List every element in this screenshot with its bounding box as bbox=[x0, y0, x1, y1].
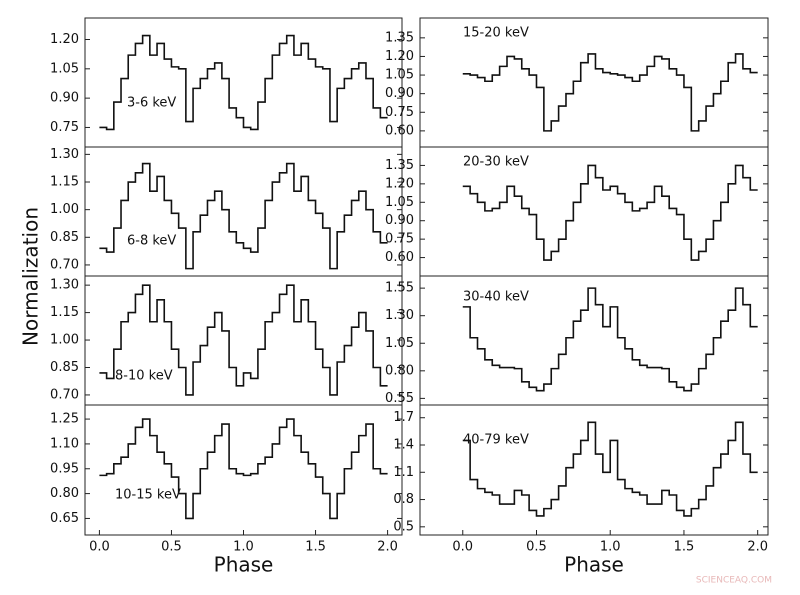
x-tick-label: 1.0 bbox=[600, 540, 621, 555]
y-tick-label: 1.15 bbox=[50, 175, 79, 190]
y-tick-label: 0.80 bbox=[50, 486, 79, 501]
y-tick-label: 1.20 bbox=[385, 49, 414, 64]
x-tick-label: 1.0 bbox=[233, 540, 254, 555]
y-tick-label: 0.65 bbox=[50, 511, 79, 526]
y-tick-label: 1.30 bbox=[385, 308, 414, 323]
y-tick-label: 1.05 bbox=[385, 195, 414, 210]
y-tick-label: 1.10 bbox=[50, 436, 79, 451]
y-tick-label: 1.35 bbox=[385, 158, 414, 173]
step-line bbox=[99, 162, 388, 270]
panel-label: 6-8 keV bbox=[127, 234, 176, 249]
y-tick-label: 0.75 bbox=[385, 105, 414, 120]
step-line bbox=[99, 284, 388, 396]
x-tick-label: 1.5 bbox=[305, 540, 326, 555]
y-tick-label: 0.80 bbox=[385, 363, 414, 378]
x-tick-label: 1.5 bbox=[674, 540, 695, 555]
y-tick-label: 1.15 bbox=[50, 305, 79, 320]
y-tick-label: 0.60 bbox=[385, 250, 414, 265]
y-tick-label: 0.75 bbox=[50, 120, 79, 135]
y-tick-label: 0.95 bbox=[50, 461, 79, 476]
y-tick-label: 0.5 bbox=[393, 519, 414, 534]
step-line bbox=[99, 418, 388, 520]
panel-frame bbox=[84, 404, 403, 536]
step-line bbox=[462, 164, 758, 261]
x-tick-label: 2.0 bbox=[377, 540, 398, 555]
panel-label: 3-6 keV bbox=[127, 96, 176, 111]
y-tick-label: 0.70 bbox=[50, 257, 79, 272]
step-line bbox=[462, 421, 758, 517]
panel-label: 20-30 keV bbox=[463, 155, 529, 170]
y-tick-label: 1.1 bbox=[393, 465, 414, 480]
watermark: SCIENCEAQ.COM bbox=[696, 576, 772, 586]
y-tick-label: 0.75 bbox=[385, 232, 414, 247]
y-tick-label: 1.00 bbox=[50, 333, 79, 348]
y-tick-label: 0.90 bbox=[385, 86, 414, 101]
step-line bbox=[99, 34, 388, 131]
panel-label: 15-20 keV bbox=[463, 26, 529, 41]
y-tick-label: 0.70 bbox=[50, 387, 79, 402]
panel-label: 8-10 keV bbox=[115, 369, 173, 384]
step-line bbox=[462, 53, 758, 132]
panel-frame bbox=[419, 404, 769, 536]
y-tick-label: 0.90 bbox=[385, 213, 414, 228]
y-tick-label: 1.20 bbox=[50, 32, 79, 47]
x-tick-label: 0.5 bbox=[161, 540, 182, 555]
y-tick-label: 1.20 bbox=[385, 176, 414, 191]
y-tick-label: 0.90 bbox=[50, 91, 79, 106]
x-axis-title: Phase bbox=[564, 553, 624, 577]
step-line bbox=[462, 287, 758, 392]
y-tick-label: 1.05 bbox=[385, 336, 414, 351]
y-axis-title: Normalization bbox=[19, 207, 43, 346]
panel-label: 40-79 keV bbox=[463, 433, 529, 448]
x-tick-label: 0.5 bbox=[526, 540, 547, 555]
x-tick-label: 2.0 bbox=[747, 540, 768, 555]
y-tick-label: 1.05 bbox=[385, 68, 414, 83]
x-tick-label: 0.0 bbox=[452, 540, 473, 555]
y-tick-label: 0.85 bbox=[50, 230, 79, 245]
y-tick-label: 1.35 bbox=[385, 30, 414, 45]
panel-label: 10-15 keV bbox=[115, 488, 181, 503]
y-tick-label: 1.30 bbox=[50, 147, 79, 162]
y-tick-label: 0.85 bbox=[50, 360, 79, 375]
y-tick-label: 1.55 bbox=[385, 281, 414, 296]
y-tick-label: 1.4 bbox=[393, 438, 414, 453]
y-tick-label: 1.30 bbox=[50, 278, 79, 293]
y-tick-label: 0.60 bbox=[385, 123, 414, 138]
y-tick-label: 1.05 bbox=[50, 61, 79, 76]
panel-label: 30-40 keV bbox=[463, 290, 529, 305]
y-tick-label: 1.7 bbox=[393, 410, 414, 425]
y-tick-label: 1.00 bbox=[50, 202, 79, 217]
y-tick-label: 0.8 bbox=[393, 492, 414, 507]
y-tick-label: 0.55 bbox=[385, 391, 414, 406]
panel-frame bbox=[84, 146, 403, 277]
y-tick-label: 1.25 bbox=[50, 412, 79, 427]
x-tick-label: 0.0 bbox=[89, 540, 110, 555]
x-axis-title: Phase bbox=[214, 553, 274, 577]
